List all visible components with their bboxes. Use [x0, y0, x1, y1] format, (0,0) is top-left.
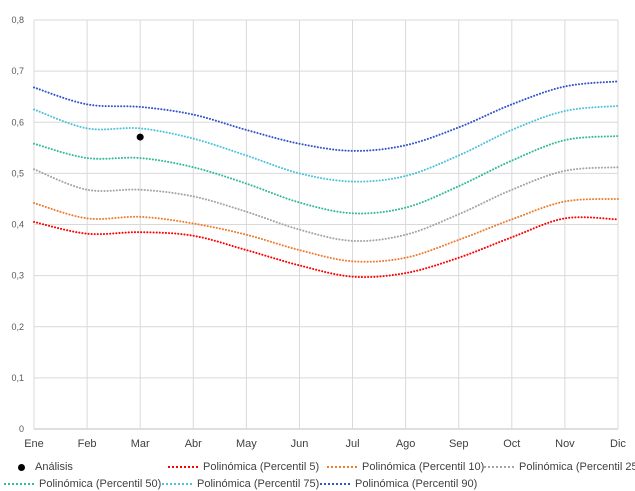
x-tick-label: Oct	[503, 438, 520, 450]
x-tick-label: Nov	[555, 438, 575, 450]
x-tick-label: Jun	[291, 438, 309, 450]
series-line-2	[33, 166, 619, 243]
y-tick-label: 0,6	[11, 117, 24, 127]
x-tick-label: Feb	[78, 438, 97, 450]
x-tick-label: May	[236, 438, 257, 450]
series-line-3	[33, 135, 619, 215]
x-tick-label: Ene	[24, 438, 44, 450]
x-tick-label: Ago	[396, 438, 416, 450]
data-point-analisis	[136, 133, 144, 141]
y-tick-label: 0,2	[11, 322, 24, 332]
x-tick-label: Dic	[610, 438, 626, 450]
x-tick-label: Abr	[185, 438, 202, 450]
series-line-4	[33, 104, 619, 183]
series-line-0	[33, 216, 619, 279]
y-tick-label: 0,3	[11, 271, 24, 281]
x-tick-label: Jul	[346, 438, 360, 450]
y-tick-label: 0,5	[11, 168, 24, 178]
y-tick-label: 0,4	[11, 220, 24, 230]
y-tick-label: 0	[19, 424, 24, 434]
x-tick-label: Mar	[131, 438, 150, 450]
series-line-5	[33, 80, 619, 152]
y-tick-label: 0,1	[11, 373, 24, 383]
x-tick-label: Sep	[449, 438, 469, 450]
y-tick-label: 0,8	[11, 15, 24, 25]
series-line-1	[33, 197, 619, 263]
y-tick-label: 0,7	[11, 66, 24, 76]
